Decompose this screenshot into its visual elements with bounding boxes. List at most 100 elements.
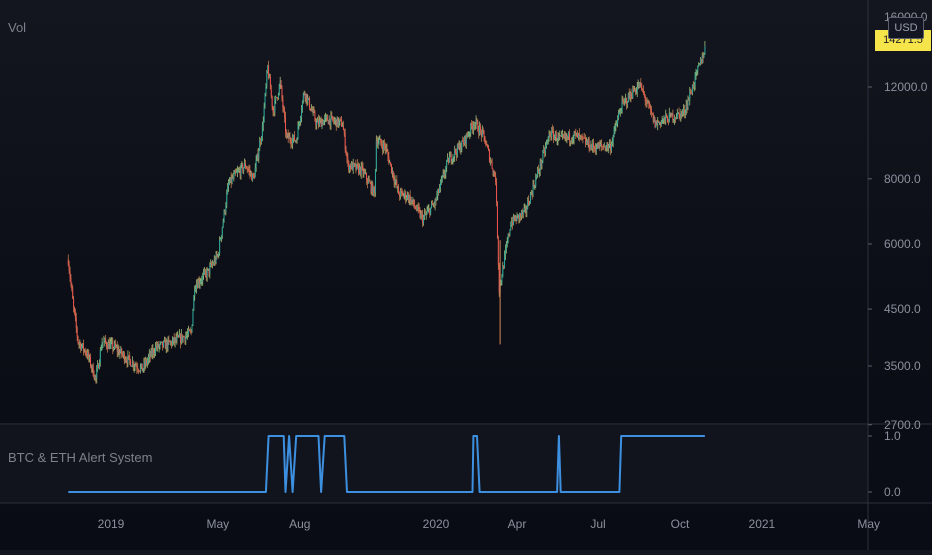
candle-body (412, 199, 414, 202)
candle-body (652, 113, 654, 122)
candle-body (342, 125, 344, 127)
time-tick-label: 2019 (98, 517, 125, 531)
candle-body (118, 349, 120, 355)
candle-body (458, 144, 460, 148)
candle-body (561, 134, 563, 136)
candle-body (277, 97, 279, 99)
candle-body (589, 148, 591, 150)
candle-body (109, 343, 111, 349)
candle-body (416, 205, 418, 210)
candle-body (427, 209, 429, 212)
candle-body (501, 277, 503, 282)
candle-body (166, 341, 168, 349)
candle-body (209, 265, 211, 274)
candle-body (252, 173, 254, 181)
candle-body (619, 111, 621, 113)
candle-body (157, 343, 159, 348)
candle-body (630, 92, 632, 98)
candle-body (553, 136, 555, 140)
candle-body (114, 343, 116, 347)
candle-body (379, 138, 381, 140)
price-tick-label: 6000.0 (884, 237, 921, 251)
candle-body (97, 364, 99, 371)
candle-body (675, 117, 677, 119)
candle-body (270, 89, 272, 96)
candle-body (320, 119, 322, 127)
candle-body (170, 341, 172, 343)
candle-body (293, 135, 295, 139)
candle-body (386, 148, 388, 152)
candle-body (463, 141, 465, 144)
candle-body (115, 346, 117, 348)
candle-body (217, 254, 219, 257)
candle-body (276, 97, 278, 98)
candle-body (178, 335, 180, 338)
candle-body (133, 366, 135, 368)
candle-body (613, 128, 615, 136)
candle-body (171, 340, 173, 346)
candle-body (616, 123, 618, 126)
candle-body (256, 154, 258, 161)
candle-body (138, 370, 140, 372)
candle-body (191, 324, 193, 333)
candle-body (671, 113, 673, 117)
candle-body (243, 167, 245, 171)
price-candles (67, 41, 706, 384)
candle-body (220, 235, 222, 240)
candle-body (446, 160, 448, 168)
candle-body (295, 140, 297, 142)
candle-body (212, 264, 214, 266)
candle-body (659, 121, 661, 126)
candle-body (496, 182, 498, 203)
candle-body (574, 131, 576, 133)
candle-body (72, 289, 74, 299)
candle-body (259, 141, 261, 151)
candle-body (466, 133, 468, 136)
candle-body (277, 94, 279, 98)
candle-body (675, 117, 677, 119)
candle-body (577, 133, 579, 138)
candle-body (385, 148, 387, 149)
candle-body (156, 343, 158, 348)
candle-body (155, 346, 157, 348)
candle-body (658, 121, 660, 123)
candle-body (637, 84, 639, 88)
price-tick-label: 3500.0 (884, 359, 921, 373)
candle-body (328, 119, 330, 124)
candle-body (374, 170, 376, 192)
candle-body (606, 143, 608, 148)
candle-body (700, 59, 702, 63)
candle-body (293, 135, 295, 141)
candle-body (198, 280, 200, 285)
candle-body (167, 339, 169, 349)
candle-body (645, 100, 647, 103)
candle-body (496, 202, 498, 238)
candle-body (236, 171, 238, 173)
candle-body (363, 171, 365, 174)
candle-body (92, 365, 94, 376)
candle-body (223, 210, 225, 222)
candle-body (676, 112, 678, 118)
candle-body (594, 148, 596, 152)
candle-body (407, 194, 409, 201)
candle-body (221, 227, 223, 236)
candle-body (556, 140, 558, 142)
candle-body (353, 162, 355, 165)
candle-body (160, 342, 162, 343)
candle-body (398, 194, 400, 197)
candle-body (658, 121, 660, 123)
candle-body (592, 143, 594, 149)
candle-body (296, 139, 298, 142)
candle-body (694, 74, 696, 85)
candle-body (690, 92, 692, 94)
candle-body (487, 145, 489, 148)
candle-body (410, 199, 412, 203)
candle-body (529, 193, 531, 204)
candle-body (253, 177, 255, 178)
candle-body (291, 143, 293, 145)
candle-body (338, 121, 340, 126)
currency-button[interactable]: USD (888, 17, 924, 39)
candle-body (301, 101, 303, 111)
candle-body (224, 210, 226, 213)
